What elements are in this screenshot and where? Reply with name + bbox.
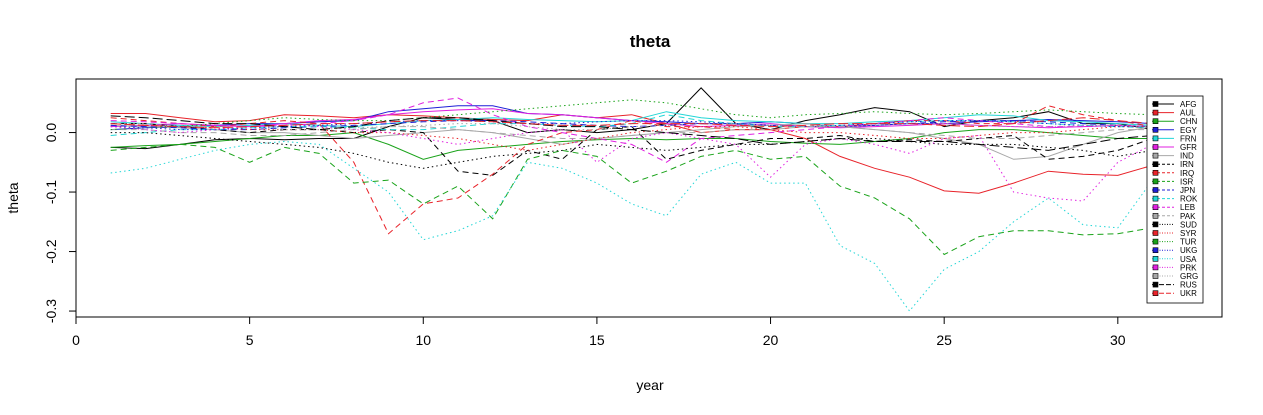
- legend-label-grg: GRG: [1180, 272, 1198, 281]
- series-line-grg: [110, 123, 1153, 131]
- legend-label-gfr: GFR: [1180, 143, 1197, 152]
- x-axis-label: year: [636, 377, 664, 393]
- legend-swatch-prk: [1152, 264, 1159, 271]
- series-line-ind: [110, 123, 1153, 160]
- legend-label-ukr: UKR: [1180, 289, 1197, 298]
- legend-swatch-syr: [1152, 230, 1159, 236]
- series-line-pak: [110, 126, 1153, 139]
- legend-label-leb: LEB: [1180, 203, 1195, 212]
- series-line-rus: [110, 115, 1153, 151]
- series-line-irn: [110, 123, 1153, 176]
- series-line-tur: [110, 99, 1153, 131]
- x-tick-label: 10: [415, 332, 431, 348]
- series-line-ukr: [110, 117, 1153, 129]
- x-tick-label: 5: [246, 332, 254, 348]
- legend-label-jpn: JPN: [1180, 186, 1195, 195]
- legend-swatch-ukg: [1152, 247, 1159, 253]
- legend-label-usa: USA: [1180, 255, 1197, 264]
- legend-swatch-afg: [1152, 101, 1159, 107]
- legend-swatch-irq: [1152, 170, 1159, 176]
- legend-swatch-leb: [1152, 204, 1159, 210]
- legend: AFGAULCHNEGYFRNGFRINDIRNIRQISRJPNROKLEBP…: [1146, 95, 1204, 304]
- legend-swatch-tur: [1152, 238, 1159, 245]
- legend-label-afg: AFG: [1180, 100, 1196, 109]
- legend-swatch-isr: [1152, 178, 1159, 185]
- legend-label-irq: IRQ: [1180, 169, 1194, 178]
- y-axis: 0.0 -0.1 -0.2 -0.3: [43, 123, 77, 323]
- legend-swatch-aul: [1152, 109, 1159, 116]
- legend-swatch-ind: [1152, 152, 1159, 159]
- legend-swatch-usa: [1152, 255, 1159, 262]
- series-line-sud: [110, 132, 1153, 169]
- legend-swatch-jpn: [1152, 187, 1159, 193]
- y-tick-label: -0.3: [43, 299, 59, 323]
- x-axis: 0 5 10 15 20 25 30: [72, 316, 1126, 348]
- legend-swatch-gfr: [1152, 144, 1159, 150]
- legend-label-chn: CHN: [1180, 117, 1198, 126]
- legend-label-ukg: UKG: [1180, 246, 1197, 255]
- x-tick-label: 0: [72, 332, 80, 348]
- legend-label-rus: RUS: [1180, 281, 1197, 290]
- x-tick-label: 20: [763, 332, 779, 348]
- legend-swatch-chn: [1152, 118, 1159, 124]
- series-line-isr: [110, 143, 1153, 256]
- legend-swatch-rok: [1152, 195, 1159, 202]
- y-tick-label: -0.1: [43, 180, 59, 204]
- legend-label-syr: SYR: [1180, 229, 1197, 238]
- legend-swatch-ukr: [1152, 290, 1159, 297]
- chart-title: theta: [630, 32, 671, 51]
- legend-swatch-egy: [1152, 127, 1159, 133]
- legend-label-irn: IRN: [1180, 160, 1194, 169]
- plot-frame: [75, 78, 1223, 318]
- series-line-ukg: [110, 120, 1153, 131]
- legend-swatch-sud: [1152, 221, 1159, 228]
- legend-label-isr: ISR: [1180, 177, 1194, 186]
- legend-swatch-frn: [1152, 135, 1159, 142]
- legend-label-ind: IND: [1180, 152, 1194, 161]
- series-line-irq: [110, 105, 1153, 235]
- legend-swatch-rus: [1152, 281, 1159, 288]
- legend-swatch-irn: [1152, 161, 1159, 167]
- legend-swatch-grg: [1152, 273, 1159, 279]
- legend-swatch-pak: [1152, 213, 1159, 219]
- series-line-jpn: [110, 120, 1153, 131]
- legend-label-prk: PRK: [1180, 263, 1197, 272]
- series-line-aul: [110, 113, 1153, 194]
- x-tick-label: 25: [936, 332, 952, 348]
- legend-label-egy: EGY: [1180, 126, 1198, 135]
- legend-label-tur: TUR: [1180, 238, 1197, 247]
- y-axis-label: theta: [5, 182, 21, 213]
- y-tick-label: -0.2: [43, 239, 59, 263]
- series-line-usa: [110, 140, 1153, 312]
- x-tick-label: 15: [589, 332, 605, 348]
- y-tick-label: 0.0: [43, 123, 59, 143]
- series-line-afg: [110, 87, 1153, 150]
- legend-label-pak: PAK: [1180, 212, 1196, 221]
- series-line-leb: [110, 97, 1153, 163]
- x-tick-label: 30: [1110, 332, 1126, 348]
- legend-label-sud: SUD: [1180, 220, 1197, 229]
- series-layer: [110, 87, 1153, 312]
- legend-label-aul: AUL: [1180, 109, 1196, 118]
- legend-label-frn: FRN: [1180, 134, 1197, 143]
- legend-label-rok: ROK: [1180, 195, 1198, 204]
